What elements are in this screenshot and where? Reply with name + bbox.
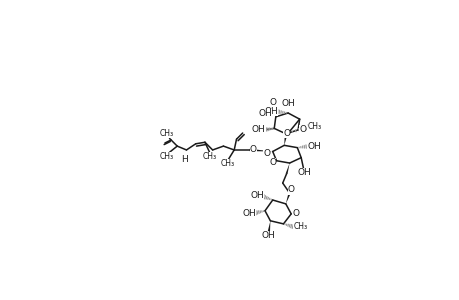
Polygon shape xyxy=(285,193,290,204)
Text: CH₃: CH₃ xyxy=(308,122,321,131)
Text: O: O xyxy=(282,128,290,137)
Text: O: O xyxy=(287,185,294,194)
Polygon shape xyxy=(285,163,289,174)
Polygon shape xyxy=(271,106,275,117)
Text: CH₃: CH₃ xyxy=(159,129,173,138)
Text: H: H xyxy=(181,155,188,164)
Text: OH: OH xyxy=(242,208,256,217)
Text: CH₃: CH₃ xyxy=(202,152,216,160)
Text: O: O xyxy=(249,145,257,154)
Text: OH: OH xyxy=(262,231,275,240)
Text: O: O xyxy=(299,125,306,134)
Text: O: O xyxy=(269,98,275,107)
Polygon shape xyxy=(267,221,270,232)
Polygon shape xyxy=(249,149,272,152)
Text: OH: OH xyxy=(264,107,277,116)
Text: CH₃: CH₃ xyxy=(293,223,307,232)
Text: CH₃: CH₃ xyxy=(220,159,235,168)
Text: O: O xyxy=(269,158,275,167)
Text: OH: OH xyxy=(252,125,265,134)
Text: O: O xyxy=(291,209,299,218)
Text: CH₃: CH₃ xyxy=(159,152,173,161)
Text: OH: OH xyxy=(280,99,294,108)
Text: OH: OH xyxy=(257,109,271,118)
Text: OH: OH xyxy=(297,168,310,177)
Text: OH: OH xyxy=(250,191,263,200)
Polygon shape xyxy=(284,136,286,145)
Text: OH: OH xyxy=(307,142,320,151)
Text: O: O xyxy=(263,148,269,158)
